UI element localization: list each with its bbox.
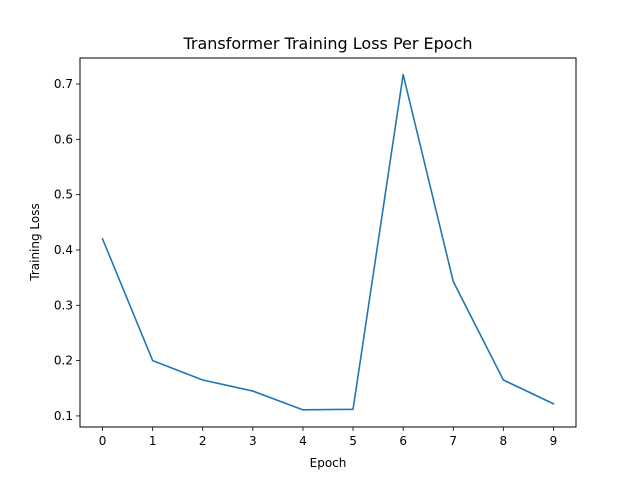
x-tick-label: 4 (299, 434, 307, 448)
series-layer (101, 73, 555, 411)
x-tick-label: 7 (449, 434, 457, 448)
y-tick-label: 0.2 (54, 354, 73, 368)
plot-area-frame (79, 57, 577, 428)
x-tick-label: 8 (500, 434, 508, 448)
y-tick-label: 0.1 (54, 409, 73, 423)
x-tick-label: 9 (550, 434, 558, 448)
x-tick-label: 5 (349, 434, 357, 448)
x-tick-label: 0 (99, 434, 107, 448)
y-tick-label: 0.4 (54, 243, 73, 257)
x-tick-label: 1 (149, 434, 157, 448)
chart-title: Transformer Training Loss Per Epoch (182, 34, 472, 53)
y-tick-label: 0.3 (54, 298, 73, 312)
x-tick-label: 2 (199, 434, 207, 448)
series-line-0 (101, 73, 555, 411)
x-axis-label: Epoch (310, 456, 347, 470)
tick-marks: 0 1 2 3 4 5 6 7 8 9 0.1 0.2 0.3 0.4 0.5 0.6 0.7 (54, 77, 557, 448)
y-tick-label: 0.7 (54, 77, 73, 91)
x-tick-label: 3 (249, 434, 257, 448)
y-tick-label: 0.6 (54, 132, 73, 146)
x-tick-label: 6 (399, 434, 407, 448)
y-tick-label: 0.5 (54, 188, 73, 202)
y-axis-label: Training Loss (28, 203, 42, 281)
